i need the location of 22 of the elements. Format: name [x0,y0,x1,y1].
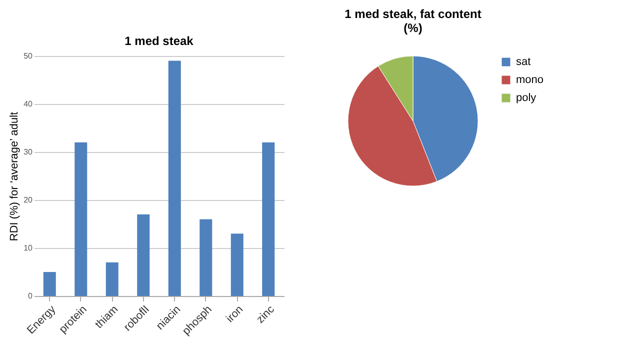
y-axis-title: RDI (%) for ‘average’ adult [8,112,21,242]
bar [168,60,181,296]
bar [43,272,56,296]
y-tick-label: 40 [24,100,34,108]
y-tick-label: 0 [28,292,34,300]
bar [137,214,150,296]
y-tick-label: 30 [24,148,34,156]
bar [230,234,244,296]
y-tick-label: 50 [24,52,34,60]
legend-label: mono [516,74,544,86]
bar [262,142,275,296]
legend-label: poly [516,92,537,104]
y-tick-label: 20 [24,196,34,204]
x-tick-label: iron [224,304,246,325]
bar [200,219,212,296]
bar [74,142,88,296]
chart-title: 1 med steak [124,34,194,48]
x-tick-label: zinc [254,303,278,326]
bar [106,262,118,296]
y-tick-label: 10 [24,244,34,252]
chart-title: 1 med steak, fat content (%) [344,7,482,35]
legend-label: sat [516,56,531,68]
